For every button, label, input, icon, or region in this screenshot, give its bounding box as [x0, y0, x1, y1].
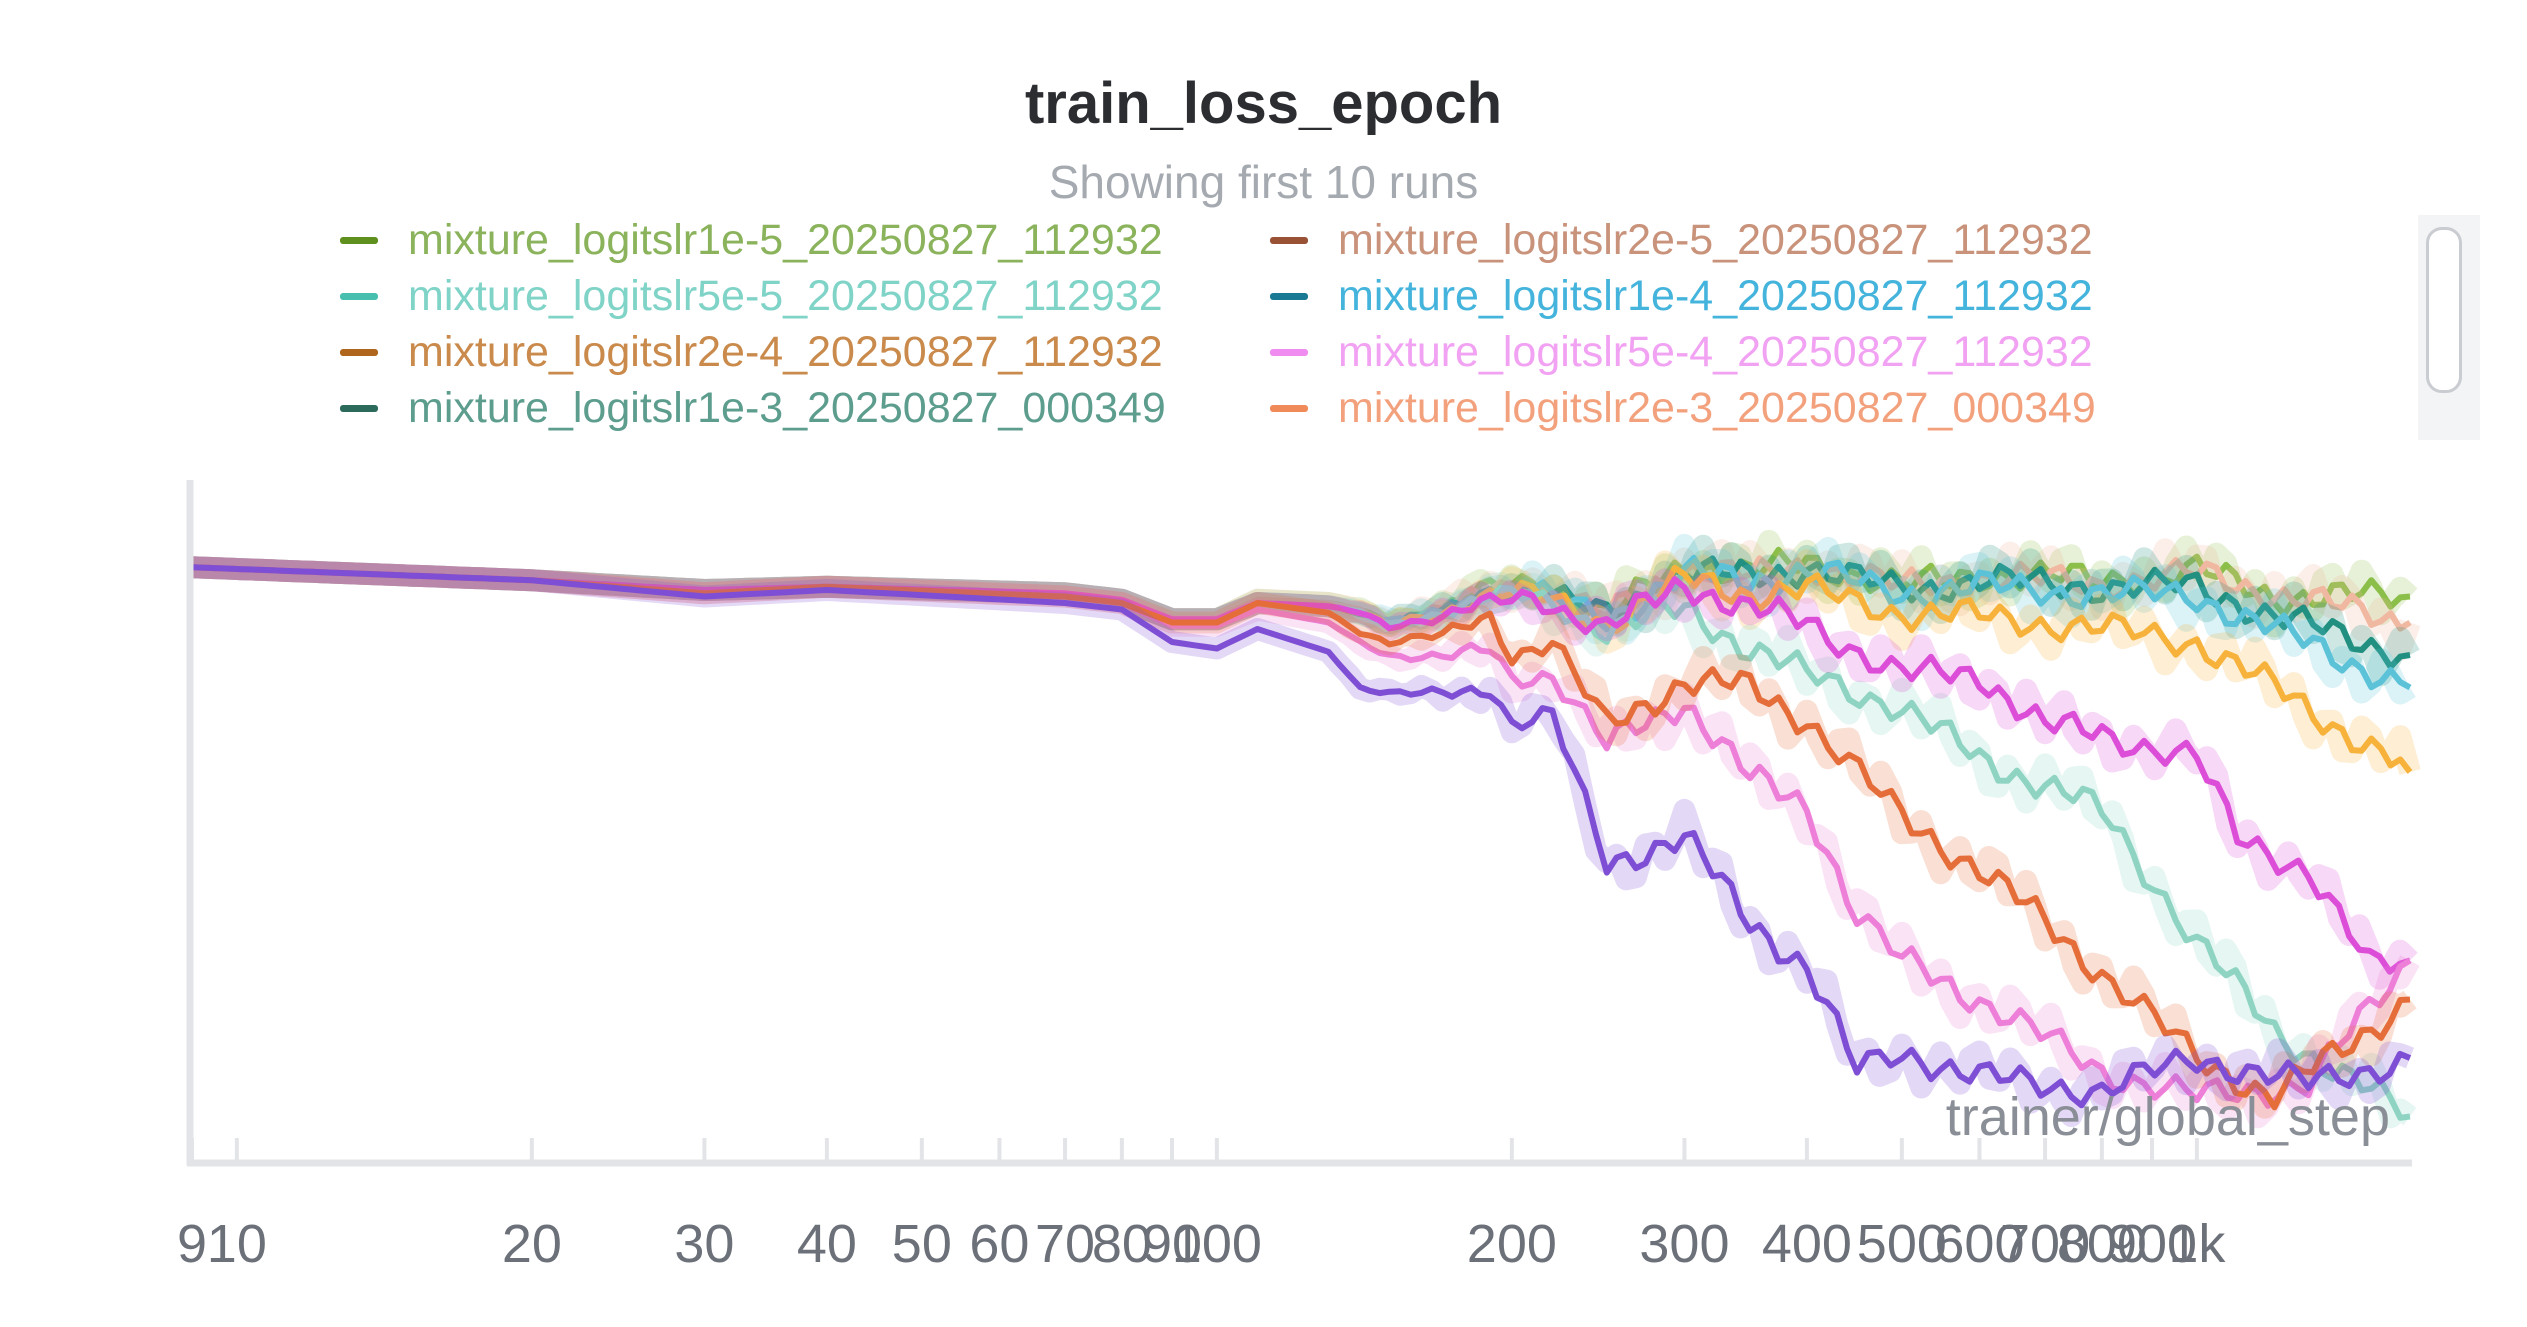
x-tick-label: 60 — [969, 1214, 1029, 1274]
legend-swatch — [340, 348, 378, 356]
legend-swatch — [1270, 348, 1308, 356]
x-tick-label: 700 — [2000, 1214, 2090, 1274]
x-tick-label: 500 — [1857, 1214, 1947, 1274]
chart-subtitle: Showing first 10 runs — [1048, 156, 1479, 208]
x-tick-label: 300 — [1639, 1214, 1729, 1274]
axes-layer — [186, 480, 2412, 1167]
x-tick-label: 400 — [1762, 1214, 1852, 1274]
legend-label: mixture_logitslr2e-5_20250827_112932 — [1338, 215, 2093, 264]
legend-item[interactable]: mixture_logitslr2e-3_20250827_000349 — [1270, 380, 2170, 436]
legend-swatch — [340, 236, 378, 244]
x-tick-label: 40 — [797, 1214, 857, 1274]
chart-title: train_loss_epoch — [1024, 71, 1503, 136]
x-tick-label: 600 — [1934, 1214, 2024, 1274]
legend-label: mixture_logitslr5e-5_20250827_112932 — [408, 271, 1163, 320]
legend-swatch — [340, 404, 378, 412]
x-tick-label: 200 — [1467, 1214, 1557, 1274]
legend-swatch — [1270, 292, 1308, 300]
legend-label: mixture_logitslr2e-3_20250827_000349 — [1338, 383, 2096, 432]
legend-item[interactable]: mixture_logitslr2e-5_20250827_112932 — [1270, 212, 2170, 268]
x-tick-label: 70 — [1035, 1214, 1095, 1274]
legend-item[interactable]: mixture_logitslr5e-4_20250827_112932 — [1270, 324, 2170, 380]
x-tick-label: 10 — [207, 1214, 267, 1274]
legend-label: mixture_logitslr1e-5_20250827_112932 — [408, 215, 1163, 264]
legend-item[interactable]: mixture_logitslr1e-4_20250827_112932 — [1270, 268, 2170, 324]
legend-scrollbar-thumb[interactable] — [2426, 227, 2462, 393]
series-line[interactable] — [191, 564, 2412, 1109]
x-tick-label: 80 — [1092, 1214, 1152, 1274]
legend-item[interactable]: mixture_logitslr5e-5_20250827_112932 — [340, 268, 1240, 324]
legend-label: mixture_logitslr1e-4_20250827_112932 — [1338, 271, 2093, 320]
legend-swatch — [1270, 236, 1308, 244]
x-tick-label: 20 — [502, 1214, 562, 1274]
legend-swatch — [340, 292, 378, 300]
series-band — [191, 556, 2414, 1127]
legend-swatch — [1270, 404, 1308, 412]
x-tick-label: 30 — [674, 1214, 734, 1274]
legend-scrollbar[interactable] — [2418, 215, 2480, 440]
legend-item[interactable]: mixture_logitslr1e-3_20250827_000349 — [340, 380, 1240, 436]
legend-label: mixture_logitslr5e-4_20250827_112932 — [1338, 327, 2093, 376]
series-layer — [191, 529, 2421, 1129]
x-axis-label: trainer/global_step — [1946, 1087, 2390, 1147]
x-tick-label: 100 — [1172, 1214, 1262, 1274]
x-tick-label: 900 — [2107, 1214, 2197, 1274]
x-tick-label: 800 — [2057, 1214, 2147, 1274]
legend-item[interactable]: mixture_logitslr1e-5_20250827_112932 — [340, 212, 1240, 268]
x-tick-label: 1k — [2168, 1214, 2226, 1274]
x-tick-label: 50 — [892, 1214, 952, 1274]
legend-item[interactable]: mixture_logitslr2e-4_20250827_112932 — [340, 324, 1240, 380]
x-tick-label: 90 — [1142, 1214, 1202, 1274]
legend-label: mixture_logitslr2e-4_20250827_112932 — [408, 327, 1163, 376]
x-tick-label: 9 — [177, 1214, 207, 1274]
legend-label: mixture_logitslr1e-3_20250827_000349 — [408, 383, 1166, 432]
